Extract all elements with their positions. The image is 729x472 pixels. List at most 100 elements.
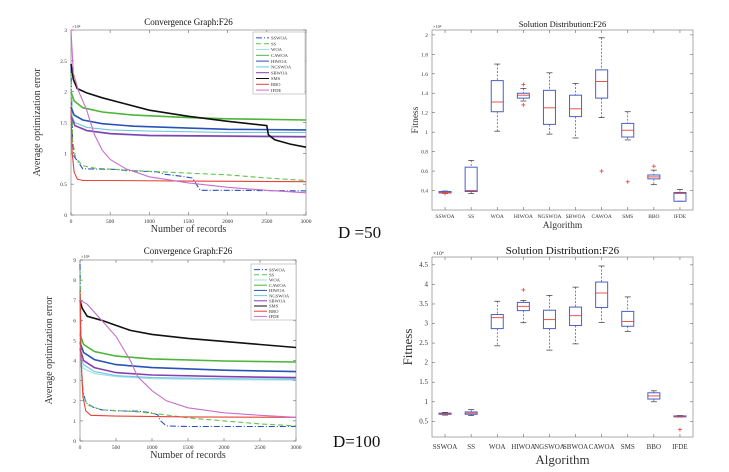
box-iqr — [621, 310, 635, 327]
legend-label-bbo: BBO — [271, 82, 281, 87]
y-axis-label: Average optimization error — [44, 296, 55, 405]
y-tick-label: 1 — [64, 151, 67, 157]
box-ifde — [673, 189, 687, 202]
category-label: IFDE — [672, 443, 688, 451]
series-line-ss — [70, 73, 307, 182]
y-tick-label: 3 — [425, 320, 429, 328]
x-axis-label: Algorithm — [543, 221, 583, 231]
box-bbo — [647, 390, 661, 403]
x-tick-label: 0 — [70, 219, 73, 225]
category-label: HIWOA — [514, 214, 533, 220]
y-tick-label: 7 — [73, 298, 76, 304]
x-tick-label: 500 — [106, 219, 115, 225]
legend-label-woa: WOA — [271, 47, 283, 52]
category-label: NGSWOA — [534, 443, 565, 451]
box-cawoa — [595, 265, 609, 323]
category-label: CAWOA — [589, 443, 615, 451]
category-label: IFDE — [674, 214, 687, 220]
box-sms — [621, 111, 635, 184]
category-label: WOA — [489, 443, 506, 451]
outlier-marker — [521, 287, 526, 292]
y-tick-label: 2 — [425, 33, 428, 39]
x-tick-label: 1500 — [183, 445, 194, 451]
legend-label-ngswoa: NGSWOA — [271, 65, 292, 70]
legend-label-ifde: IFDE — [269, 314, 279, 319]
box-iqr — [569, 306, 583, 326]
y-multiplier: ×10⁴ — [433, 251, 444, 257]
category-label: BBO — [647, 443, 661, 451]
y-multiplier: ×10⁴ — [81, 254, 90, 259]
series-line-sms — [79, 299, 297, 349]
chart-box50: Solution Distribution:F26 ×10⁴ Algorithm Fi… — [411, 19, 694, 231]
legend-label-ngswoa: NGSWOA — [269, 293, 290, 298]
chart-box100: Solution Distribution:F26 ×10⁴ Algorithm Fi… — [400, 245, 694, 467]
category-label: CAWOA — [591, 214, 611, 220]
legend-label-ss: SS — [271, 41, 277, 46]
series-line-hiwoa — [70, 106, 307, 131]
series-line-ifde — [79, 299, 297, 418]
y-tick-label: 0.4 — [421, 189, 428, 195]
category-label: SSWOA — [433, 443, 458, 451]
y-tick-label: 4.5 — [419, 261, 428, 269]
box-woa — [490, 300, 504, 347]
series-line-woa — [79, 360, 297, 381]
category-label: BBO — [648, 214, 659, 220]
x-axis-label: Number of records — [151, 224, 227, 235]
x-tick-label: 0 — [79, 445, 82, 451]
x-tick-label: 2500 — [261, 219, 272, 225]
chart-title: Convergence Graph:F26 — [144, 246, 233, 256]
y-axis-label: Fitness — [400, 329, 415, 366]
x-tick-label: 3000 — [291, 445, 302, 451]
category-label: SBWOA — [563, 443, 588, 451]
x-axis-label: Algorithm — [535, 452, 589, 467]
y-axis-label: Fitness — [411, 106, 421, 133]
box-iqr — [490, 314, 504, 330]
y-tick-label: 3 — [73, 379, 76, 385]
legend-label-bbo: BBO — [269, 309, 279, 314]
x-tick-label: 500 — [112, 445, 121, 451]
series-line-sms — [70, 63, 307, 148]
y-tick-label: 0 — [64, 213, 67, 219]
y-tick-label: 1 — [425, 130, 428, 136]
outlier-marker — [651, 164, 656, 169]
series-line-ifde — [70, 29, 307, 194]
box-ss — [464, 160, 478, 194]
box-iqr — [569, 94, 583, 118]
legend-label-sms: SMS — [271, 76, 281, 81]
box-bbo — [647, 164, 661, 186]
outlier-marker — [521, 102, 526, 107]
box-ngswoa — [542, 294, 556, 351]
box-hiwoa — [516, 287, 530, 324]
legend-label-sbwoa: SBWOA — [269, 299, 286, 304]
y-tick-label: 4 — [425, 280, 429, 288]
series-line-ngswoa — [79, 356, 297, 380]
x-tick-label: 2000 — [219, 445, 230, 451]
box-ngswoa — [542, 72, 556, 135]
outlier-marker — [677, 427, 682, 432]
legend-label-sms: SMS — [269, 304, 279, 309]
x-tick-label: 2000 — [222, 219, 233, 225]
box-sbwoa — [569, 286, 583, 345]
y-tick-label: 1.4 — [421, 91, 428, 97]
box-cawoa — [595, 37, 609, 174]
box-sswoa — [438, 190, 452, 196]
series-line-hiwoa — [79, 342, 297, 373]
box-sswoa — [438, 411, 452, 416]
dimension-label-50: D =50 — [338, 223, 382, 242]
y-tick-label: 0.5 — [60, 182, 67, 188]
box-sms — [621, 296, 635, 332]
series-line-cawoa — [79, 334, 297, 363]
y-tick-label: 1.6 — [421, 72, 428, 78]
series-line-sbwoa — [70, 115, 307, 138]
box-iqr — [595, 69, 609, 99]
legend-label-sbwoa: SBWOA — [271, 70, 288, 75]
box-hiwoa — [516, 82, 530, 107]
box-ss — [464, 409, 478, 416]
category-label: SBWOA — [566, 214, 586, 220]
category-label: SSWOA — [435, 214, 454, 220]
y-tick-label: 1 — [73, 419, 76, 425]
box-iqr — [464, 166, 478, 193]
y-tick-label: 3.5 — [419, 300, 428, 308]
y-tick-label: 5 — [73, 338, 76, 344]
